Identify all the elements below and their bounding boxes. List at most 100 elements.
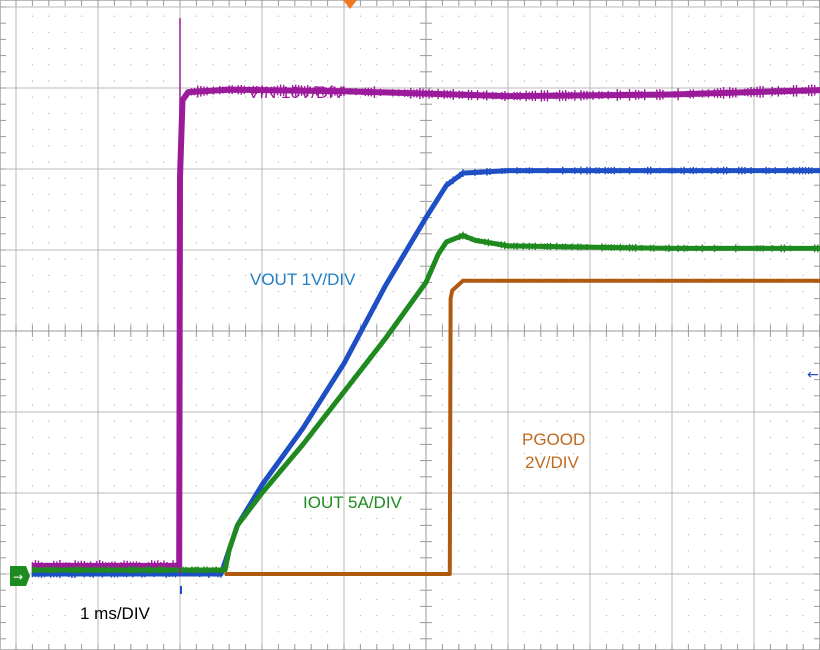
grid-dot	[326, 80, 329, 82]
grid-dot	[146, 533, 148, 536]
grid-dot	[162, 145, 165, 147]
grid-dot	[359, 161, 362, 163]
grid-dot	[212, 242, 214, 244]
grid-dot	[130, 631, 132, 633]
grid-dot	[359, 307, 362, 309]
grid-dot	[704, 290, 706, 293]
grid-dot	[458, 533, 460, 536]
grid-dot	[523, 274, 526, 277]
grid-dot	[408, 614, 411, 617]
grid-dot	[720, 598, 722, 601]
pgood-label-line-2: 2V/DIV	[525, 453, 580, 472]
grid-dot	[622, 15, 624, 17]
grid-dot	[294, 404, 296, 406]
grid-dot	[310, 533, 312, 536]
grid-dot	[523, 339, 526, 341]
grid-dot	[392, 550, 394, 552]
grid-dot	[408, 485, 411, 487]
grid-dot	[786, 355, 788, 358]
grid-dot	[654, 404, 657, 406]
grid-dot	[64, 517, 66, 520]
grid-dot	[622, 566, 624, 568]
grid-dot	[540, 274, 542, 277]
grid-dot	[408, 517, 411, 520]
grid-dot	[48, 177, 50, 179]
grid-dot	[556, 598, 558, 601]
grid-dot	[523, 355, 526, 358]
grid-dot	[310, 550, 312, 552]
grid-dot	[294, 371, 296, 374]
grid-dot	[408, 290, 411, 293]
grid-dot	[572, 15, 575, 17]
vin-scale-label: VIN 10V/DIV	[248, 83, 345, 102]
grid-dot	[540, 112, 542, 115]
grid-dot	[146, 128, 148, 131]
grid-dot	[769, 485, 772, 487]
grid-dot	[769, 501, 772, 503]
grid-dot	[310, 307, 312, 309]
grid-dot	[80, 64, 83, 66]
grid-dot	[490, 566, 493, 568]
grid-dot	[376, 258, 378, 260]
grid-dot	[212, 80, 214, 82]
grid-dot	[277, 161, 280, 163]
grid-dot	[212, 258, 214, 260]
grid-dot	[162, 258, 165, 260]
grid-dot	[228, 226, 230, 228]
grid-dot	[326, 323, 329, 325]
grid-dot	[326, 355, 329, 358]
grid-dot	[294, 566, 296, 568]
grid-dot	[638, 550, 640, 552]
grid-dot	[162, 161, 165, 163]
grid-dot	[146, 96, 148, 98]
grid-dot	[736, 290, 739, 293]
grid-dot	[458, 80, 460, 82]
grid-dot	[572, 517, 575, 520]
grid-dot	[605, 209, 608, 212]
grid-dot	[64, 15, 66, 17]
grid-dot	[228, 388, 230, 390]
grid-dot	[326, 404, 329, 406]
grid-dot	[162, 533, 165, 536]
grid-dot	[310, 161, 312, 163]
grid-dot	[195, 323, 198, 325]
grid-dot	[605, 47, 608, 50]
grid-dot	[408, 566, 411, 568]
grid-dot	[326, 631, 329, 633]
grid-dot	[605, 501, 608, 503]
grid-dot	[687, 371, 690, 374]
grid-dot	[48, 47, 50, 50]
grid-dot	[490, 631, 493, 633]
grid-dot	[130, 226, 132, 228]
grid-dot	[212, 436, 214, 439]
grid-dot	[605, 517, 608, 520]
grid-dot	[720, 161, 722, 163]
grid-dot	[490, 501, 493, 503]
grid-dot	[622, 307, 624, 309]
grid-dot	[540, 47, 542, 50]
grid-dot	[490, 161, 493, 163]
grid-dot	[359, 469, 362, 471]
grid-dot	[408, 96, 411, 98]
grid-dot	[31, 80, 34, 82]
grid-dot	[359, 533, 362, 536]
grid-dot	[540, 452, 542, 455]
grid-dot	[277, 80, 280, 82]
grid-dot	[638, 145, 640, 147]
grid-dot	[720, 339, 722, 341]
grid-dot	[64, 290, 66, 293]
grid-dot	[376, 501, 378, 503]
grid-dot	[490, 436, 493, 439]
grid-dot	[540, 371, 542, 374]
grid-dot	[687, 323, 690, 325]
grid-dot	[212, 469, 214, 471]
grid-dot	[786, 485, 788, 487]
grid-dot	[228, 371, 230, 374]
grid-dot	[376, 388, 378, 390]
grid-dot	[736, 96, 739, 98]
grid-dot	[523, 371, 526, 374]
grid-dot	[474, 533, 476, 536]
grid-dot	[605, 436, 608, 439]
grid-dot	[474, 193, 476, 196]
grid-dot	[146, 550, 148, 552]
